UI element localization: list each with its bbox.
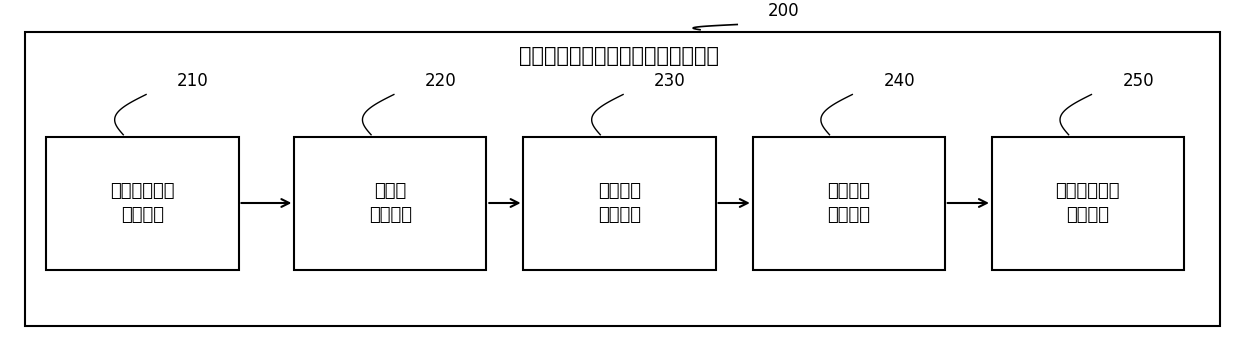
Text: 200: 200 (768, 1, 800, 20)
Bar (47, 136, 238, 270)
Text: 210: 210 (177, 71, 209, 90)
Bar (523, 136, 716, 270)
Text: 230: 230 (654, 71, 686, 90)
Text: 250: 250 (1123, 71, 1154, 90)
Bar (25, 32, 1220, 326)
Text: 测向误差
计算单元: 测向误差 计算单元 (828, 182, 870, 224)
Text: 240: 240 (883, 71, 914, 90)
Bar (991, 136, 1183, 270)
Text: 测向模型
构建单元: 测向模型 构建单元 (598, 182, 641, 224)
Text: 立体阵列初步
构建单元: 立体阵列初步 构建单元 (110, 182, 175, 224)
Text: 立体测向最终
构建单元: 立体测向最终 构建单元 (1056, 182, 1120, 224)
Bar (295, 136, 486, 270)
Text: 一种构建四阵元立体测向阵列的装置: 一种构建四阵元立体测向阵列的装置 (519, 46, 720, 66)
Text: 相位差
计算单元: 相位差 计算单元 (369, 182, 411, 224)
Text: 220: 220 (425, 71, 457, 90)
Bar (752, 136, 945, 270)
